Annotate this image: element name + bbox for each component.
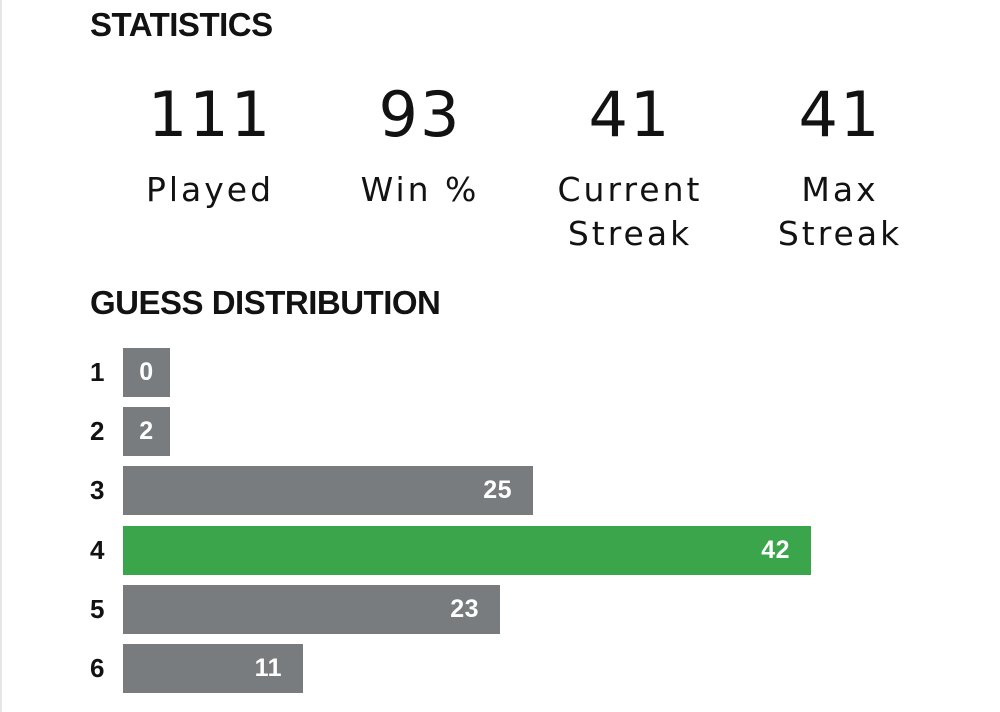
distribution-bar-highlighted: 42 — [123, 526, 811, 575]
guess-number: 3 — [90, 475, 105, 505]
stat-current-streak: 41 Current Streak — [530, 84, 730, 256]
statistics-heading: STATISTICS — [90, 6, 273, 43]
guess-count: 23 — [450, 595, 479, 623]
distribution-bar: 25 — [123, 466, 533, 515]
distribution-row: 3 25 — [90, 466, 950, 515]
stat-label: Win % — [360, 170, 480, 209]
distribution-bar: 23 — [123, 585, 500, 634]
guess-distribution-heading: GUESS DISTRIBUTION — [90, 284, 441, 321]
guess-number: 5 — [90, 594, 105, 624]
guess-number: 2 — [90, 416, 105, 446]
distribution-row: 4 42 — [90, 526, 950, 575]
stat-value: 93 — [378, 78, 462, 151]
distribution-bar: 11 — [123, 644, 303, 693]
statistics-row: 111 Played 93 Win % 41 Current Streak 41… — [2, 84, 1000, 264]
stat-label: Current Streak — [557, 170, 703, 253]
guess-number: 4 — [90, 535, 105, 565]
stat-value: 41 — [798, 78, 882, 151]
stat-value: 111 — [147, 78, 273, 151]
guess-number: 6 — [90, 653, 105, 683]
guess-count: 11 — [254, 654, 282, 682]
distribution-bar: 2 — [123, 407, 170, 456]
stat-label: Played — [145, 170, 275, 209]
stat-value: 41 — [588, 78, 672, 151]
stat-played: 111 Played — [110, 84, 310, 212]
guess-count: 25 — [483, 476, 512, 504]
guess-count: 42 — [761, 536, 790, 564]
guess-count: 2 — [139, 417, 154, 445]
distribution-row: 6 11 — [90, 644, 950, 693]
guess-count: 0 — [139, 358, 154, 386]
distribution-bar: 0 — [123, 348, 170, 397]
guess-number: 1 — [90, 357, 105, 387]
stat-win-percent: 93 Win % — [320, 84, 520, 212]
stat-max-streak: 41 Max Streak — [740, 84, 940, 256]
stat-label: Max Streak — [777, 170, 903, 253]
distribution-row: 5 23 — [90, 585, 950, 634]
